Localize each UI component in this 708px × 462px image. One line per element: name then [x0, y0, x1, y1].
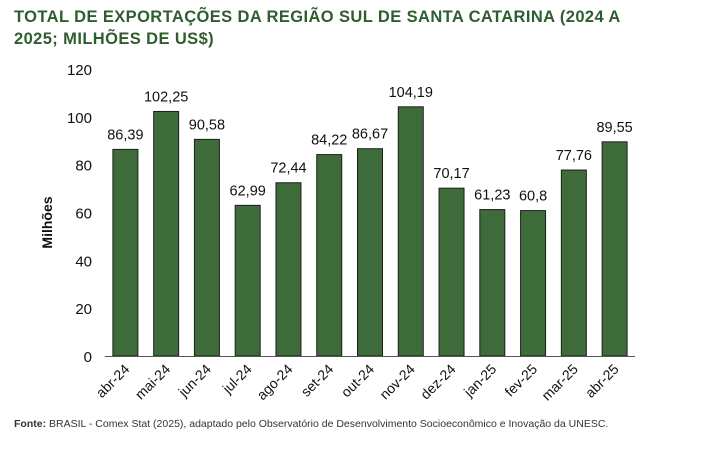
bar	[560, 169, 587, 357]
bar-chart: Milhões 0 20 40 60 80 100 120 86,39 abr-24 102,25 m…	[39, 62, 635, 404]
chart-title: TOTAL DE EXPORTAÇÕES DA REGIÃO SUL DE SA…	[14, 6, 694, 50]
x-tick-label: dez-24	[417, 361, 459, 403]
data-label: 62,99	[230, 183, 266, 199]
x-tick-label: jun-24	[175, 361, 215, 401]
data-label: 86,39	[107, 127, 143, 143]
bar	[234, 204, 261, 357]
data-label: 104,19	[389, 85, 433, 101]
y-tick-label: 100	[67, 110, 92, 127]
bar	[601, 141, 628, 357]
bar	[153, 110, 180, 357]
source-note: Fonte: BRASIL - Comex Stat (2025), adapt…	[14, 417, 674, 431]
bar	[316, 154, 343, 357]
y-axis-label: Milhões	[39, 196, 55, 248]
x-tick-label: set-24	[298, 361, 337, 400]
y-tick-label: 40	[75, 253, 92, 270]
source-label: Fonte:	[14, 418, 47, 430]
y-tick-label: 60	[75, 206, 92, 223]
x-tick-label: mai-24	[132, 361, 174, 403]
bar	[520, 210, 547, 357]
bar	[397, 106, 424, 357]
bar	[357, 148, 383, 357]
y-tick-label: 120	[67, 62, 92, 79]
x-tick-label: out-24	[338, 361, 378, 401]
x-tick-label: abr-25	[582, 361, 622, 401]
x-tick-label: mar-25	[538, 361, 581, 404]
chart-title-line-1: TOTAL DE EXPORTAÇÕES DA REGIÃO SUL DE SA…	[14, 8, 621, 26]
data-label: 61,23	[474, 188, 510, 204]
y-tick-label: 20	[75, 301, 92, 318]
bar	[112, 148, 139, 357]
x-tick-label: ago-24	[253, 361, 295, 403]
y-tick-label: 80	[75, 158, 92, 175]
bar	[479, 209, 506, 357]
data-label: 90,58	[189, 117, 225, 133]
data-label: 77,76	[556, 148, 592, 164]
x-tick-label: jan-25	[460, 361, 500, 401]
source-text: BRASIL - Comex Stat (2025), adaptado pel…	[46, 418, 609, 430]
x-tick-label: jul-24	[219, 361, 255, 397]
data-label: 102,25	[144, 89, 188, 105]
x-tick-label: nov-24	[376, 361, 418, 403]
y-tick-label: 0	[84, 349, 92, 366]
x-tick-label: fev-25	[501, 361, 540, 400]
bar	[438, 187, 465, 357]
bar	[275, 182, 302, 357]
data-label: 89,55	[596, 120, 632, 136]
data-label: 86,67	[352, 127, 388, 143]
chart-title-line-2: 2025; MILHÕES DE US$)	[14, 30, 215, 48]
data-label: 72,44	[270, 161, 306, 177]
data-label: 84,22	[311, 133, 347, 149]
bar	[193, 138, 220, 357]
data-label: 60,8	[519, 189, 547, 205]
x-tick-label: abr-24	[93, 361, 133, 401]
data-label: 70,17	[433, 166, 469, 182]
